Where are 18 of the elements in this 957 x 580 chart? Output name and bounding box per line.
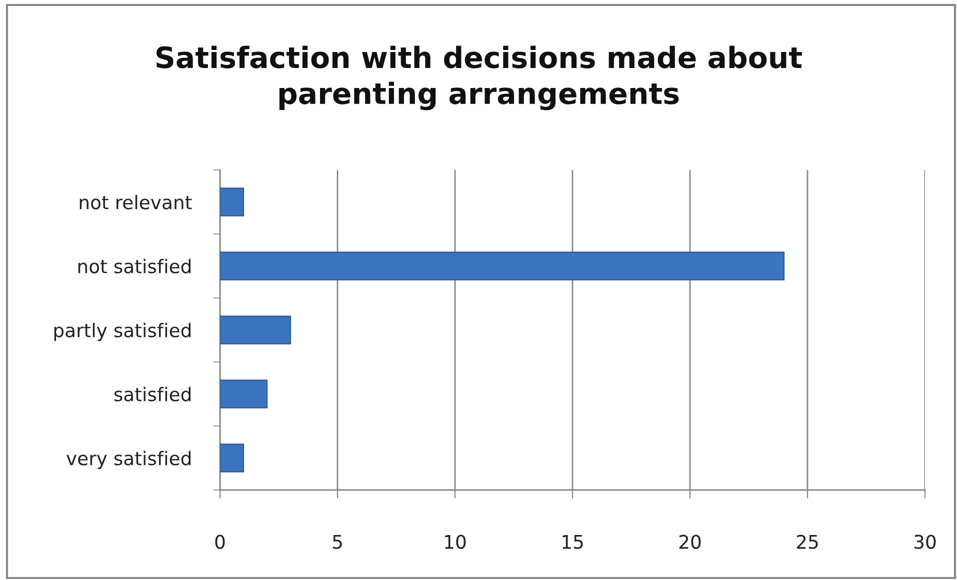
y-tick-label: satisfied bbox=[114, 386, 191, 402]
bar bbox=[220, 252, 785, 280]
bar bbox=[220, 444, 244, 472]
bar bbox=[220, 380, 268, 408]
x-tick-label: 10 bbox=[445, 534, 466, 549]
y-tick-label: not relevant bbox=[80, 194, 192, 210]
x-tick-label: 5 bbox=[332, 535, 342, 549]
chart-title: Satisfaction with decisions made about parenting arrangements bbox=[156, 46, 802, 110]
bar bbox=[220, 316, 292, 344]
x-tick-label: 15 bbox=[562, 535, 583, 549]
y-tick-label: not satisfied bbox=[78, 258, 191, 274]
y-tick-label: partly satisfied bbox=[54, 322, 191, 342]
bar bbox=[220, 188, 244, 216]
x-tick-label: 30 bbox=[914, 534, 936, 549]
x-tick-label: 0 bbox=[215, 534, 225, 549]
y-tick-label: very satisfied bbox=[66, 450, 191, 470]
x-tick-label: 20 bbox=[679, 534, 701, 549]
x-tick-label: 25 bbox=[796, 534, 818, 549]
